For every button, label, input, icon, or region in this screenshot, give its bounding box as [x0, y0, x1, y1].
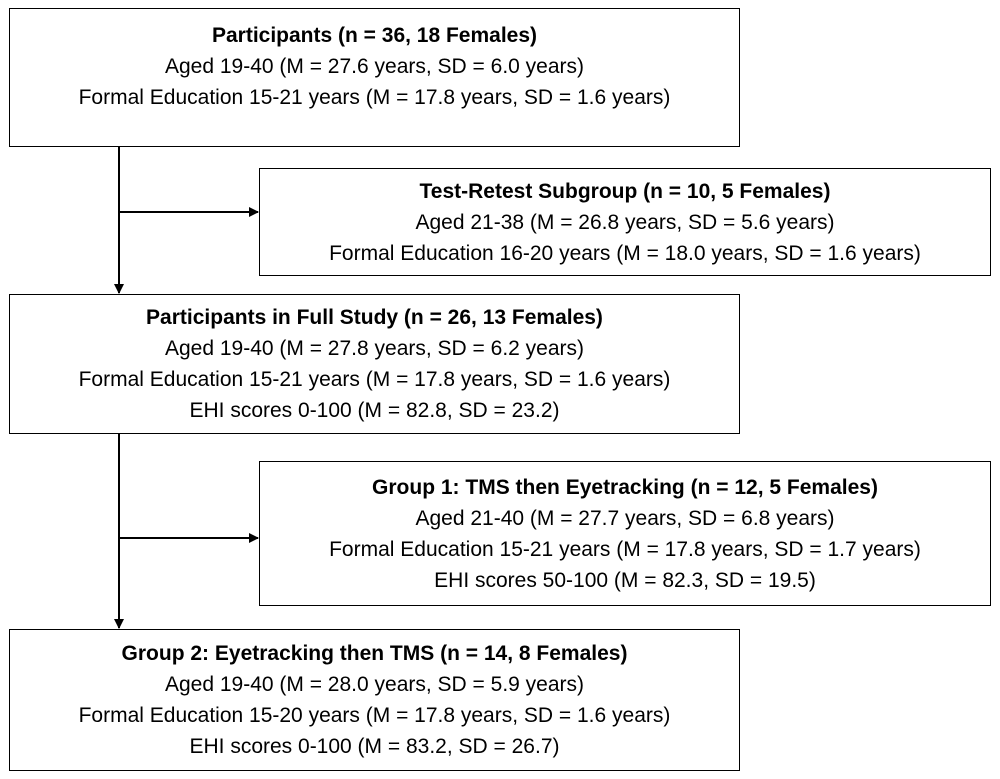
box-line-education: Formal Education 16-20 years (M = 18.0 y… — [329, 241, 921, 265]
box-line-education: Formal Education 15-21 years (M = 17.8 y… — [329, 537, 921, 561]
group-2-box: Group 2: Eyetracking then TMS (n = 14, 8… — [9, 629, 740, 771]
box-title: Participants in Full Study (n = 26, 13 F… — [146, 306, 603, 329]
box-line-ehi: EHI scores 50-100 (M = 82.3, SD = 19.5) — [434, 568, 816, 592]
box-line-education: Formal Education 15-21 years (M = 17.8 y… — [78, 86, 671, 109]
box-title: Group 2: Eyetracking then TMS (n = 14, 8… — [121, 642, 628, 665]
box-line-ehi: EHI scores 0-100 (M = 82.8, SD = 23.2) — [189, 399, 560, 422]
box-line-education: Formal Education 15-20 years (M = 17.8 y… — [78, 704, 671, 727]
box-line-age: Aged 21-40 (M = 27.7 years, SD = 6.8 yea… — [415, 506, 835, 530]
group-1-box: Group 1: TMS then Eyetracking (n = 12, 5… — [259, 461, 991, 606]
box-line-age: Aged 21-38 (M = 26.8 years, SD = 5.6 yea… — [415, 210, 835, 234]
box-line-age: Aged 19-40 (M = 27.6 years, SD = 6.0 yea… — [164, 55, 585, 78]
participants-box: Participants (n = 36, 18 Females) Aged 1… — [9, 8, 740, 147]
box-line-age: Aged 19-40 (M = 27.8 years, SD = 6.2 yea… — [164, 337, 585, 360]
box-line-age: Aged 19-40 (M = 28.0 years, SD = 5.9 yea… — [164, 673, 585, 696]
full-study-box: Participants in Full Study (n = 26, 13 F… — [9, 294, 740, 434]
box-title: Participants (n = 36, 18 Females) — [211, 24, 538, 47]
box-title: Group 1: TMS then Eyetracking (n = 12, 5… — [372, 475, 878, 499]
box-title: Test-Retest Subgroup (n = 10, 5 Females) — [419, 179, 831, 203]
box-line-ehi: EHI scores 0-100 (M = 83.2, SD = 26.7) — [189, 735, 560, 758]
test-retest-subgroup-box: Test-Retest Subgroup (n = 10, 5 Females)… — [259, 168, 991, 276]
box-line-education: Formal Education 15-21 years (M = 17.8 y… — [78, 368, 671, 391]
